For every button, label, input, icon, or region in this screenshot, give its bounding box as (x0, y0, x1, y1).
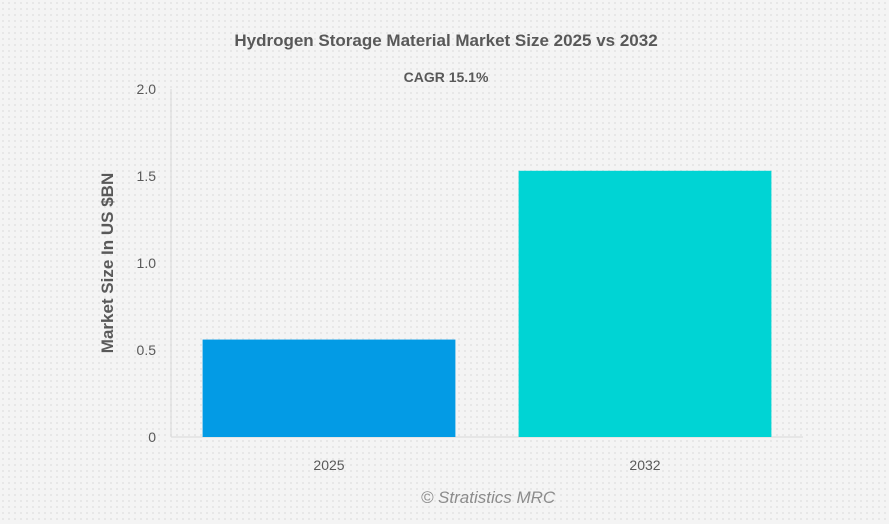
y-tick-labels: 0 0.5 1.0 1.5 2.0 (137, 81, 157, 445)
watermark: © Stratistics MRC (421, 488, 556, 507)
y-tick-label: 1.0 (137, 255, 157, 271)
y-tick-label: 2.0 (137, 81, 157, 97)
bar-2032 (518, 170, 772, 437)
y-tick-label: 0.5 (137, 342, 157, 358)
y-tick-label: 0 (148, 429, 156, 445)
y-axis-label: Market Size In US $BN (98, 173, 117, 353)
bars (202, 170, 772, 437)
y-tick-label: 1.5 (137, 168, 157, 184)
x-tick-label: 2032 (629, 457, 660, 473)
x-tick-labels: 2025 2032 (313, 457, 660, 473)
x-tick-label: 2025 (313, 457, 344, 473)
bar-2025 (202, 339, 456, 437)
chart-subtitle: CAGR 15.1% (404, 69, 489, 85)
chart-title: Hydrogen Storage Material Market Size 20… (234, 31, 657, 50)
